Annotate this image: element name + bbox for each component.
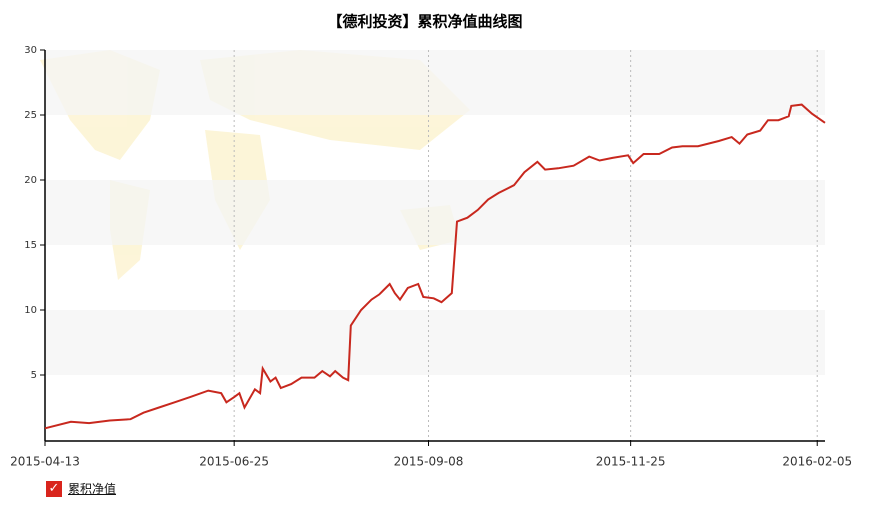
y-tick-label: 5 xyxy=(31,370,37,381)
y-tick-label: 15 xyxy=(24,240,37,251)
legend-label[interactable]: 累积净值 xyxy=(68,482,117,496)
grid-band xyxy=(45,310,825,375)
x-tick-label: 2016-02-05 xyxy=(782,455,852,469)
x-tick-label: 2015-09-08 xyxy=(394,455,464,469)
chart-title: 【德利投资】累积净值曲线图 xyxy=(327,13,522,31)
y-tick-label: 30 xyxy=(24,45,37,56)
x-tick-label: 2015-06-25 xyxy=(199,455,269,469)
data-line xyxy=(44,103,826,430)
grid-band xyxy=(45,50,825,115)
grid-band xyxy=(45,180,825,245)
y-tick-label: 25 xyxy=(24,110,37,121)
legend: ✓ 累积净值 xyxy=(46,480,116,497)
x-tick-label: 2015-04-13 xyxy=(10,455,80,469)
y-tick-label: 20 xyxy=(24,175,37,186)
y-tick-label: 10 xyxy=(24,305,37,316)
x-tick-label: 2015-11-25 xyxy=(596,455,666,469)
legend-checkbox[interactable]: ✓ xyxy=(46,480,62,497)
